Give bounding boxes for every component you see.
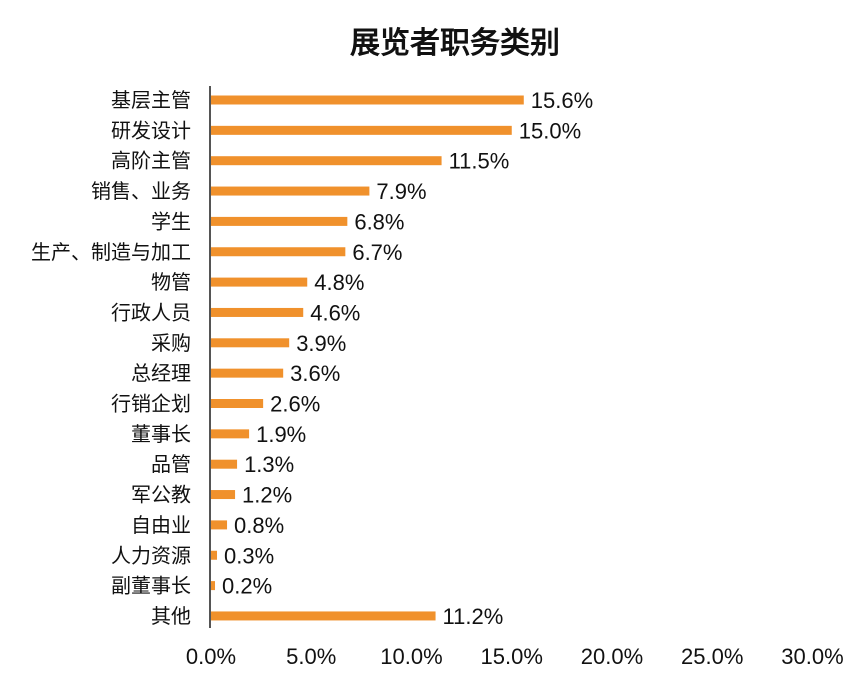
chart-title: 展览者职务类别 (350, 26, 560, 61)
x-tick-labels: 0.0% 5.0% 10.0% 15.0% 20.0% 25.0% 30.0% (186, 644, 844, 669)
bar-2 (211, 156, 442, 166)
value-label-0: 15.6% (531, 88, 593, 113)
bar-1 (211, 125, 512, 135)
value-label-3: 7.9% (376, 179, 426, 204)
bar-14 (211, 520, 228, 530)
value-label-9: 3.6% (290, 361, 340, 386)
category-label-15: 人力资源 (111, 543, 191, 567)
x-tick-label-6: 30.0% (781, 644, 843, 669)
value-label-15: 0.3% (224, 543, 274, 568)
category-label-10: 行销企划 (111, 392, 191, 416)
value-labels: 15.6% 15.0% 11.5% 7.9% 6.8% 6.7% 4.8% 4.6% 3.9% 3… (222, 88, 593, 629)
value-label-8: 3.9% (296, 331, 346, 356)
value-label-4: 6.8% (354, 209, 404, 234)
value-label-1: 15.0% (519, 118, 581, 143)
value-label-11: 1.9% (256, 422, 306, 447)
bar-11 (211, 429, 250, 439)
x-tick-label-0: 0.0% (186, 644, 236, 669)
x-tick-label-3: 15.0% (481, 644, 543, 669)
category-label-11: 董事长 (131, 422, 191, 446)
bar-5 (211, 247, 346, 257)
category-label-8: 采购 (151, 331, 191, 355)
category-label-0: 基层主管 (111, 88, 191, 112)
value-label-17: 11.2% (443, 604, 504, 629)
bar-8 (211, 338, 290, 348)
x-tick-label-2: 10.0% (380, 644, 442, 669)
value-label-13: 1.2% (242, 483, 292, 508)
bar-12 (211, 459, 238, 469)
category-label-16: 副董事长 (111, 574, 191, 598)
value-label-16: 0.2% (222, 574, 272, 599)
category-labels: 基层主管研发设计高阶主管销售、业务学生生产、制造与加工物管行政人员采购总经理行销… (31, 88, 191, 628)
value-label-6: 4.8% (314, 270, 364, 295)
value-label-12: 1.3% (244, 452, 294, 477)
bar-16 (211, 581, 216, 591)
bar-17 (211, 611, 436, 621)
x-tick-label-4: 20.0% (581, 644, 643, 669)
bar-0 (211, 95, 524, 105)
category-label-3: 销售、业务 (91, 179, 191, 203)
category-label-9: 总经理 (131, 361, 191, 385)
bar-9 (211, 368, 284, 378)
category-label-1: 研发设计 (111, 118, 191, 142)
bar-7 (211, 307, 304, 317)
bar-13 (211, 490, 236, 500)
category-label-2: 高阶主管 (111, 149, 191, 173)
category-label-7: 行政人员 (111, 300, 191, 324)
value-label-10: 2.6% (270, 392, 320, 417)
bar-15 (211, 550, 218, 560)
category-label-4: 学生 (151, 209, 191, 233)
value-label-7: 4.6% (310, 300, 360, 325)
category-label-6: 物管 (151, 270, 191, 294)
category-label-5: 生产、制造与加工 (31, 240, 191, 264)
bar-10 (211, 399, 264, 408)
category-label-13: 军公教 (131, 483, 191, 507)
x-tick-label-1: 5.0% (286, 644, 336, 669)
bar-3 (211, 186, 370, 196)
category-label-17: 其他 (151, 604, 191, 628)
value-label-14: 0.8% (234, 513, 284, 538)
bar-6 (211, 277, 308, 287)
bars-group (211, 95, 524, 621)
x-tick-label-5: 25.0% (681, 644, 743, 669)
value-label-5: 6.7% (352, 240, 402, 265)
bar-4 (211, 216, 348, 226)
category-label-12: 品管 (151, 452, 191, 476)
category-label-14: 自由业 (131, 513, 191, 537)
value-label-2: 11.5% (449, 149, 510, 174)
